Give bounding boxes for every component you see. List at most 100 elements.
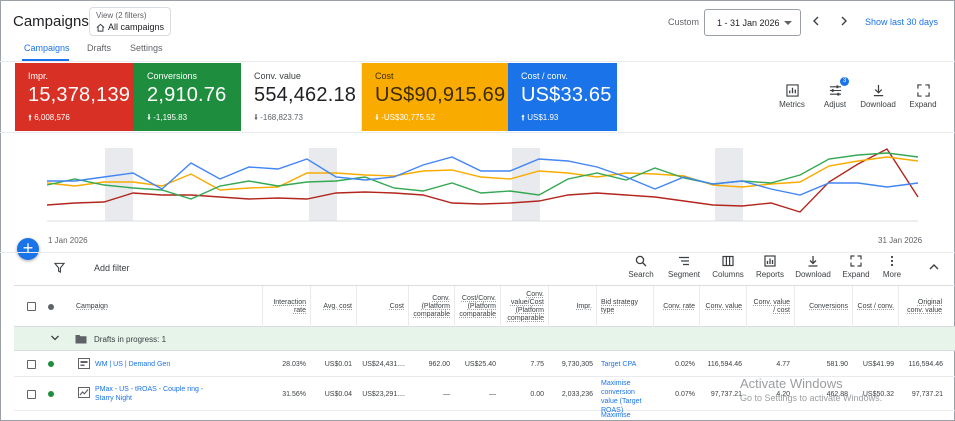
windows-activation-watermark: Activate Windows Go to Settings to activ… xyxy=(740,376,883,403)
table-row[interactable]: Maximise xyxy=(14,411,955,421)
metric-card-conversions[interactable]: Conversions 2,910.76 🠛 -1,195.83 xyxy=(134,63,241,131)
table-header: Campaign Interaction rate Avg. cost Cost… xyxy=(14,285,955,328)
col-original-conv-value[interactable]: Original conv. value xyxy=(898,286,946,328)
campaign-name-link[interactable]: WM | US | Demand Gen xyxy=(95,361,171,368)
tab-bar: Campaigns Drafts Settings xyxy=(0,40,955,62)
filter-icon[interactable] xyxy=(54,262,65,273)
cell-interaction-rate: 31.56% xyxy=(282,391,306,398)
col-cost-per-conv[interactable]: Cost / conv. xyxy=(852,286,898,328)
col-cost-conv-platform[interactable]: Cost/Conv. (Platform comparable xyxy=(454,286,500,328)
cell-conv-value: 116,594.46 xyxy=(707,361,742,368)
cell-conv-rate: 0.02% xyxy=(675,361,695,368)
col-impr[interactable]: Impr. xyxy=(548,286,596,328)
col-bid-strategy[interactable]: Bid strategy type xyxy=(596,286,653,328)
cell-conv-platform: 962.00 xyxy=(428,361,450,368)
col-value-cost-platform[interactable]: Conv. value/Cost (Platform comparable xyxy=(500,286,548,328)
cell-cost-per-conv: US$50.32 xyxy=(862,391,894,398)
add-filter-button[interactable]: Add filter xyxy=(94,263,130,273)
show-last-30-days-link[interactable]: Show last 30 days xyxy=(865,17,939,27)
chevron-left-icon[interactable] xyxy=(810,15,822,27)
chart-expand-button[interactable]: Expand xyxy=(903,84,943,109)
search-icon xyxy=(635,255,647,267)
chevron-up-icon[interactable] xyxy=(928,262,940,272)
segment-button[interactable]: Segment xyxy=(663,255,705,279)
status-header-icon xyxy=(48,304,54,310)
add-campaign-button[interactable]: + xyxy=(17,238,39,260)
dropdown-caret-icon xyxy=(784,21,792,25)
metric-card-cost-per-conv[interactable]: Cost / conv. US$33.65 🠙 US$1.93 xyxy=(508,63,617,131)
table-row[interactable]: PMax - US - tROAS - Couple ring - Starry… xyxy=(14,377,955,414)
col-conv-platform[interactable]: Conv. (Platform comparable xyxy=(408,286,454,328)
top-header: Campaigns View (2 filters) All campaigns… xyxy=(0,0,955,40)
adjust-badge: 3 xyxy=(840,77,849,86)
metric-card-conv-value[interactable]: Conv. value 554,462.18 🠛 -168,823.73 xyxy=(241,63,362,131)
reports-button[interactable]: Reports xyxy=(749,255,791,279)
date-range-picker[interactable]: 1 - 31 Jan 2026 xyxy=(704,9,801,36)
cell-bid-strategy[interactable]: Maximise xyxy=(601,412,631,419)
col-avg-cost[interactable]: Avg. cost xyxy=(310,286,356,328)
col-interaction-rate[interactable]: Interaction rate xyxy=(262,286,310,328)
cell-avg-cost: US$0.01 xyxy=(324,361,352,368)
col-cost[interactable]: Cost xyxy=(356,286,408,328)
cell-conv-rate: 0.07% xyxy=(675,391,695,398)
metric-delta: -US$30,775.52 xyxy=(381,113,436,122)
select-all-checkbox[interactable] xyxy=(27,302,36,311)
metric-card-impr[interactable]: Impr. 15,378,139 🠙 6,008,576 xyxy=(15,63,134,131)
segment-icon xyxy=(679,256,689,266)
cell-conversions: 462.88 xyxy=(826,391,848,398)
chart-x-start-label: 1 Jan 2026 xyxy=(48,236,88,245)
date-range-value: 1 - 31 Jan 2026 xyxy=(717,17,780,28)
series-line-green xyxy=(46,152,919,200)
tab-campaigns[interactable]: Campaigns xyxy=(24,43,70,53)
cell-impr: 9,730,305 xyxy=(561,361,593,368)
more-button[interactable]: More xyxy=(871,255,913,279)
metric-label: Cost xyxy=(375,71,394,81)
performance-max-campaign-icon xyxy=(78,387,90,398)
chart-svg xyxy=(46,148,919,222)
cell-avg-cost: US$0.04 xyxy=(324,391,352,398)
col-conv-rate[interactable]: Conv. rate xyxy=(653,286,699,328)
view-selector[interactable]: View (2 filters) All campaigns xyxy=(89,7,171,36)
cell-conversions: 581.90 xyxy=(826,361,848,368)
metric-value: 15,378,139 xyxy=(28,84,131,106)
metric-label: Conversions xyxy=(147,71,198,81)
series-line-yellow xyxy=(46,156,919,191)
table-expand-button[interactable]: Expand xyxy=(835,255,877,279)
metrics-button[interactable]: Metrics xyxy=(772,84,812,109)
col-conv-value-cost[interactable]: Conv. value / cost xyxy=(746,286,794,328)
cell-value-cost-platform: 0.00 xyxy=(530,391,544,398)
tab-drafts[interactable]: Drafts xyxy=(87,43,112,53)
col-conv-value[interactable]: Conv. value xyxy=(699,286,746,328)
weekend-band xyxy=(309,148,337,221)
tab-settings[interactable]: Settings xyxy=(130,43,163,53)
expand-icon xyxy=(916,84,930,97)
active-tab-indicator xyxy=(22,59,69,61)
reports-icon xyxy=(764,255,776,267)
row-checkbox[interactable] xyxy=(27,360,36,369)
col-campaign[interactable]: Campaign xyxy=(76,303,108,310)
chevron-down-icon[interactable] xyxy=(50,334,60,342)
adjust-button[interactable]: Adjust xyxy=(815,84,855,109)
row-checkbox[interactable] xyxy=(27,390,36,399)
drafts-row[interactable]: Drafts in progress: 1 xyxy=(14,327,955,351)
cell-original-conv-value: 116,594.46 xyxy=(908,361,943,368)
chart-x-end-label: 31 Jan 2026 xyxy=(878,236,923,245)
metric-delta: 6,008,576 xyxy=(34,113,70,122)
col-conversions[interactable]: Conversions xyxy=(794,286,852,328)
cell-bid-strategy[interactable]: Maximise conversion value (Target ROAS) xyxy=(601,380,642,414)
cell-bid-strategy[interactable]: Target CPA xyxy=(601,361,637,368)
table-download-button[interactable]: Download xyxy=(792,255,834,279)
cell-cost-per-conv: US$41.99 xyxy=(862,361,894,368)
status-enabled-icon xyxy=(48,361,54,367)
search-button[interactable]: Search xyxy=(620,255,662,279)
columns-button[interactable]: Columns xyxy=(707,255,749,279)
metric-card-cost[interactable]: Cost US$90,915.69 🠛 -US$30,775.52 xyxy=(362,63,508,131)
chevron-right-icon[interactable] xyxy=(838,15,850,27)
campaign-name-link[interactable]: PMax - US - tROAS - Couple ring - Starry… xyxy=(95,386,204,402)
table-row[interactable]: WM | US | Demand Gen 28.03% US$0.01 US$2… xyxy=(14,351,955,377)
cell-value-cost-platform: 7.75 xyxy=(530,361,544,368)
chart-download-button[interactable]: Download xyxy=(858,84,898,109)
cell-interaction-rate: 28.03% xyxy=(282,361,306,368)
performance-chart xyxy=(0,132,955,250)
arrow-down-icon: 🠛 xyxy=(254,113,261,122)
